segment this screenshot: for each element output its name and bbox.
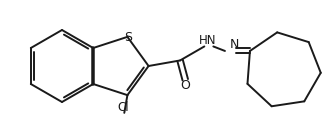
- Text: S: S: [124, 31, 132, 44]
- Text: O: O: [180, 79, 190, 92]
- Text: N: N: [229, 38, 239, 51]
- Text: Cl: Cl: [118, 101, 129, 114]
- Text: HN: HN: [199, 34, 216, 47]
